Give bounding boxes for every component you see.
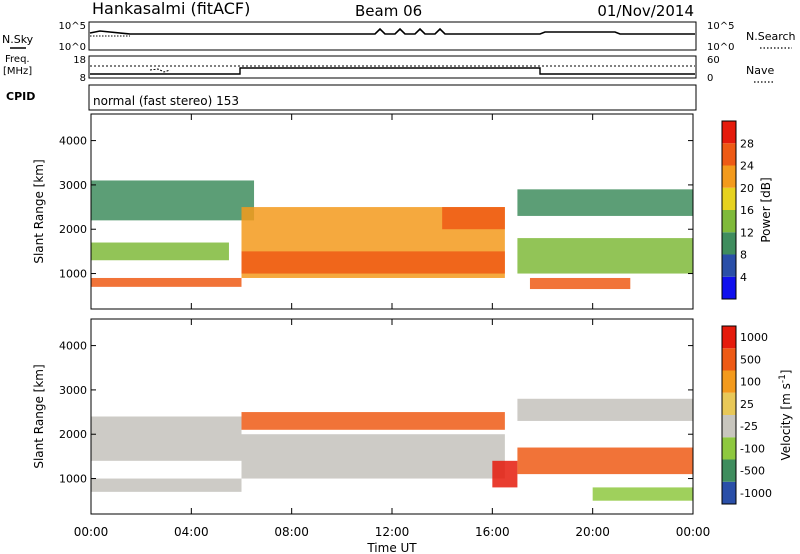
nave-tick-bottom: 0 <box>707 73 713 84</box>
freq-label: Freq. <box>5 54 30 65</box>
colorbar-segment <box>722 415 736 438</box>
x-tick-label: 08:00 <box>274 525 309 539</box>
y-axis-label: Slant Range [km] <box>32 364 46 468</box>
colorbar-segment <box>722 254 736 277</box>
colorbar-tick-label: 25 <box>740 398 754 411</box>
nave-label: Nave <box>746 64 774 77</box>
cpid-label: CPID <box>6 90 35 103</box>
colorbar-tick-label: 500 <box>740 353 761 366</box>
freq-panel-frame <box>88 55 697 79</box>
colorbar-tick-label: 4 <box>740 271 747 284</box>
y-tick-label: 3000 <box>59 179 87 192</box>
echo-band <box>241 251 505 274</box>
colorbar-segment <box>722 165 736 188</box>
colorbar-tick-label: -25 <box>740 420 758 433</box>
echo-band <box>517 447 693 475</box>
colorbar-segment <box>722 187 736 210</box>
echo-band <box>517 398 693 421</box>
x-tick-label: 04:00 <box>174 525 209 539</box>
colorbar-segment <box>722 276 736 299</box>
nsearch-label: N.Search <box>746 30 796 43</box>
echo-band <box>241 434 505 479</box>
colorbar-segment <box>722 210 736 233</box>
colorbar-segment <box>722 392 736 415</box>
colorbar-tick-label: -100 <box>740 442 765 455</box>
beam-label: Beam 06 <box>355 2 422 20</box>
y-tick-label: 1000 <box>59 268 87 281</box>
x-axis-label: Time UT <box>366 541 417 554</box>
nsky-label: N.Sky <box>2 33 34 46</box>
y-axis-label: Slant Range [km] <box>32 159 46 263</box>
cpid-panel-frame <box>88 84 697 111</box>
colorbar-segment <box>722 232 736 255</box>
colorbar-segment <box>722 481 736 504</box>
nsky-panel-frame <box>88 21 697 51</box>
colorbar-tick-label: 8 <box>740 249 747 262</box>
station-title: Hankasalmi (fitACF) <box>92 0 250 18</box>
nave-tick-top: 60 <box>707 55 720 66</box>
colorbar-segment <box>722 121 736 144</box>
colorbar-tick-label: -1000 <box>740 487 772 500</box>
echo-band <box>592 487 693 501</box>
nsearch-tick-bottom: 10^0 <box>707 42 734 53</box>
y-tick-label: 2000 <box>59 428 87 441</box>
colorbar-segment <box>722 348 736 371</box>
y-tick-label: 2000 <box>59 223 87 236</box>
colorbar-tick-label: 28 <box>740 137 754 150</box>
nave-trace-dip <box>149 68 171 73</box>
colorbar-frame <box>721 120 737 300</box>
colorbar-tick-label: 20 <box>740 182 754 195</box>
colorbar-segment <box>722 143 736 166</box>
echo-band <box>91 416 242 461</box>
velocity-panel: 1000 2000 3000 4000 Slant Range [km] 1000 500 1… <box>32 318 793 515</box>
colorbar-segment <box>722 326 736 349</box>
echo-band <box>91 478 242 492</box>
x-tick-label: 20:00 <box>575 525 610 539</box>
freq-unit: [MHz] <box>3 66 32 77</box>
echo-band <box>529 277 631 290</box>
colorbar-tick-label: -500 <box>740 465 765 478</box>
x-tick-label: 12:00 <box>375 525 410 539</box>
nsky-trace <box>89 27 695 35</box>
power-panel: 1000 2000 3000 4000 Slant Range [km] 4 8 12 16 20… <box>32 113 773 310</box>
colorbar-tick-label: 12 <box>740 226 754 239</box>
freq-tick-bottom: 8 <box>80 73 86 84</box>
x-tick-label: 16:00 <box>475 525 510 539</box>
freq-tick-top: 18 <box>73 55 86 66</box>
colorbar-label: Velocity [m s-1] <box>778 370 793 461</box>
colorbar-tick-label: 16 <box>740 204 754 217</box>
echo-band <box>492 460 518 488</box>
x-tick-label: 00:00 <box>74 525 109 539</box>
echo-band <box>91 180 255 221</box>
colorbar-segment <box>722 459 736 482</box>
echo-band <box>91 277 242 287</box>
colorbar-segment <box>722 437 736 460</box>
echo-band <box>517 189 693 216</box>
time-axis: 00:00 04:00 08:00 12:00 16:00 20:00 00:00 <box>74 525 711 539</box>
y-tick-label: 1000 <box>59 473 87 486</box>
colorbar-segment <box>722 370 736 393</box>
nsearch-tick-top: 10^5 <box>707 21 734 32</box>
echo-band <box>517 238 693 274</box>
echo-band <box>91 242 229 261</box>
colorbar-tick-label: 24 <box>740 160 754 173</box>
y-tick-label: 4000 <box>59 340 87 353</box>
nsky-tick-bottom: 10^0 <box>59 42 86 53</box>
y-tick-label: 3000 <box>59 384 87 397</box>
echo-band <box>241 412 505 430</box>
x-tick-label: 00:00 <box>676 525 711 539</box>
colorbar-label: Power [dB] <box>759 177 773 242</box>
colorbar-frame <box>721 325 737 505</box>
colorbar-tick-label: 1000 <box>740 331 768 344</box>
colorbar-tick-label: 100 <box>740 376 761 389</box>
nsky-tick-top: 10^5 <box>59 21 86 32</box>
y-tick-label: 4000 <box>59 135 87 148</box>
echo-band <box>442 207 505 230</box>
frequency-trace <box>90 67 695 75</box>
cpid-text: normal (fast stereo) 153 <box>93 94 239 108</box>
nsky-traces <box>89 27 695 37</box>
date-label: 01/Nov/2014 <box>597 2 694 20</box>
